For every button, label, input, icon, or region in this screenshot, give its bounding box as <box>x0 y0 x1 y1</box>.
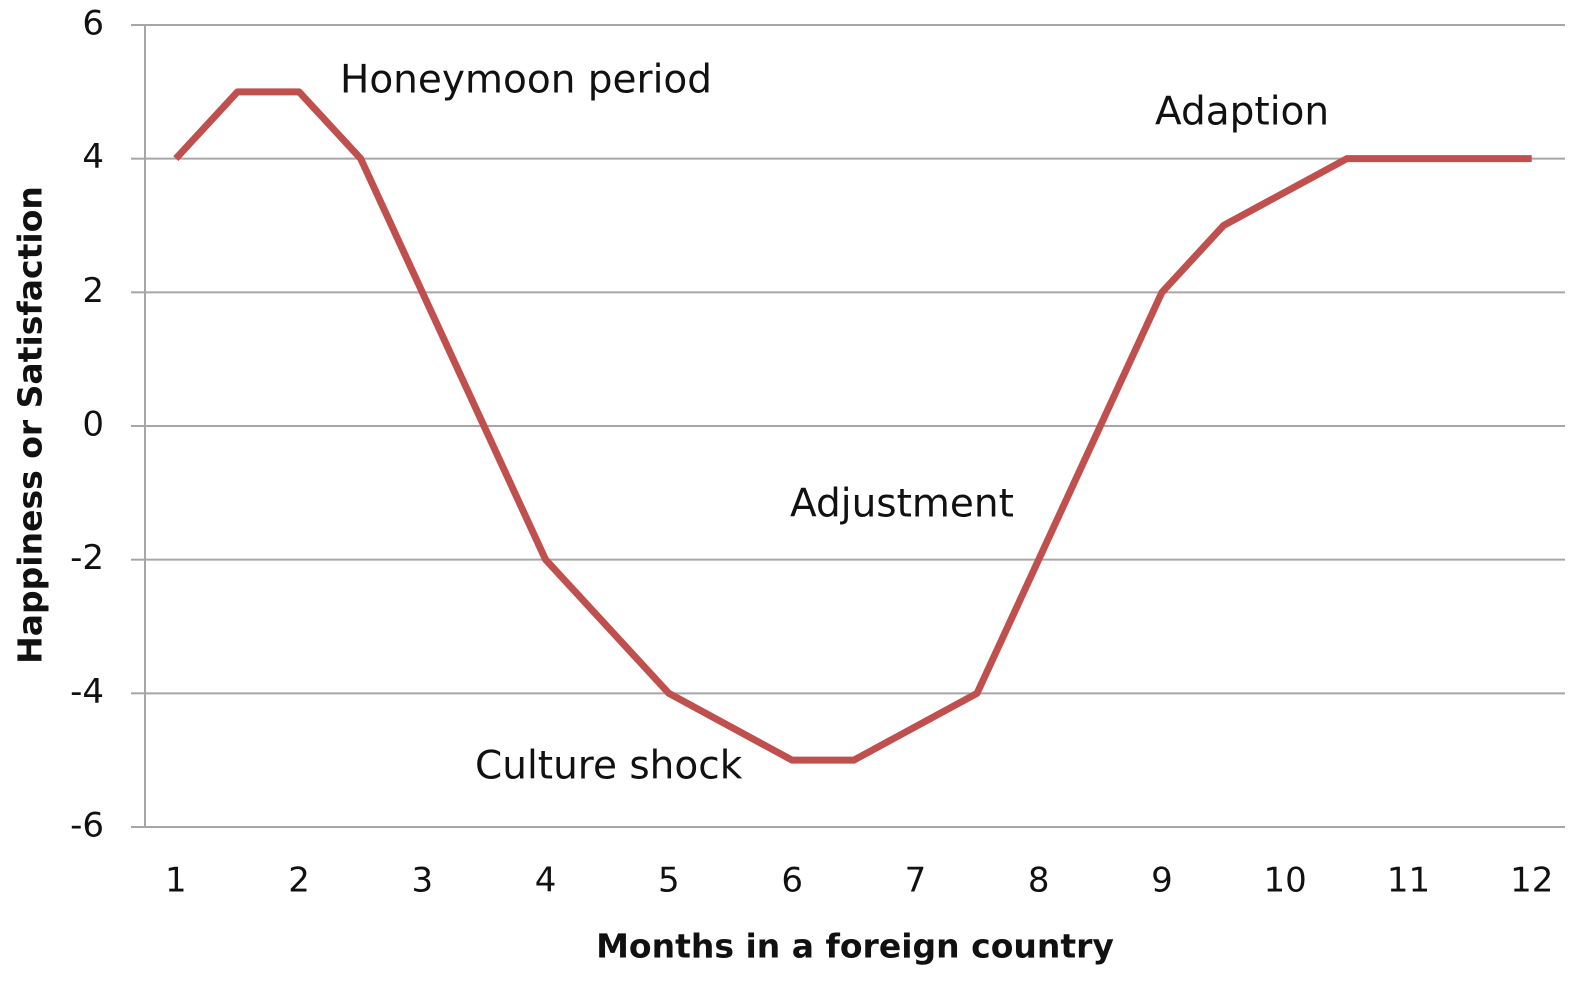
x-tick-label: 4 <box>535 861 557 901</box>
y-tick-label: 4 <box>82 137 104 177</box>
x-axis-title: Months in a foreign country <box>596 927 1114 966</box>
y-tick-label: -2 <box>70 538 104 578</box>
y-tick-label: 0 <box>82 405 104 445</box>
x-tick-label: 12 <box>1510 861 1553 901</box>
annotation: Honeymoon period <box>340 58 712 103</box>
x-tick-label: 11 <box>1387 861 1430 901</box>
x-tick-label: 2 <box>288 861 310 901</box>
annotation: Adjustment <box>790 482 1014 527</box>
x-tick-label: 8 <box>1028 861 1050 901</box>
x-tick-label: 1 <box>165 861 187 901</box>
x-tick-label: 6 <box>781 861 803 901</box>
annotation: Adaption <box>1155 90 1329 135</box>
x-tick-label: 9 <box>1151 861 1173 901</box>
x-tick-label: 7 <box>905 861 927 901</box>
y-tick-label: -6 <box>70 806 104 846</box>
x-tick-label: 5 <box>658 861 680 901</box>
y-axis-title: Happiness or Satisfaction <box>11 186 50 664</box>
y-tick-label: -4 <box>70 672 104 712</box>
x-tick-label: 10 <box>1264 861 1307 901</box>
y-tick-label: 2 <box>82 271 104 311</box>
y-tick-label: 6 <box>82 4 104 44</box>
data-line <box>173 88 1532 764</box>
annotation: Culture shock <box>475 744 743 789</box>
x-tick-label: 3 <box>412 861 434 901</box>
